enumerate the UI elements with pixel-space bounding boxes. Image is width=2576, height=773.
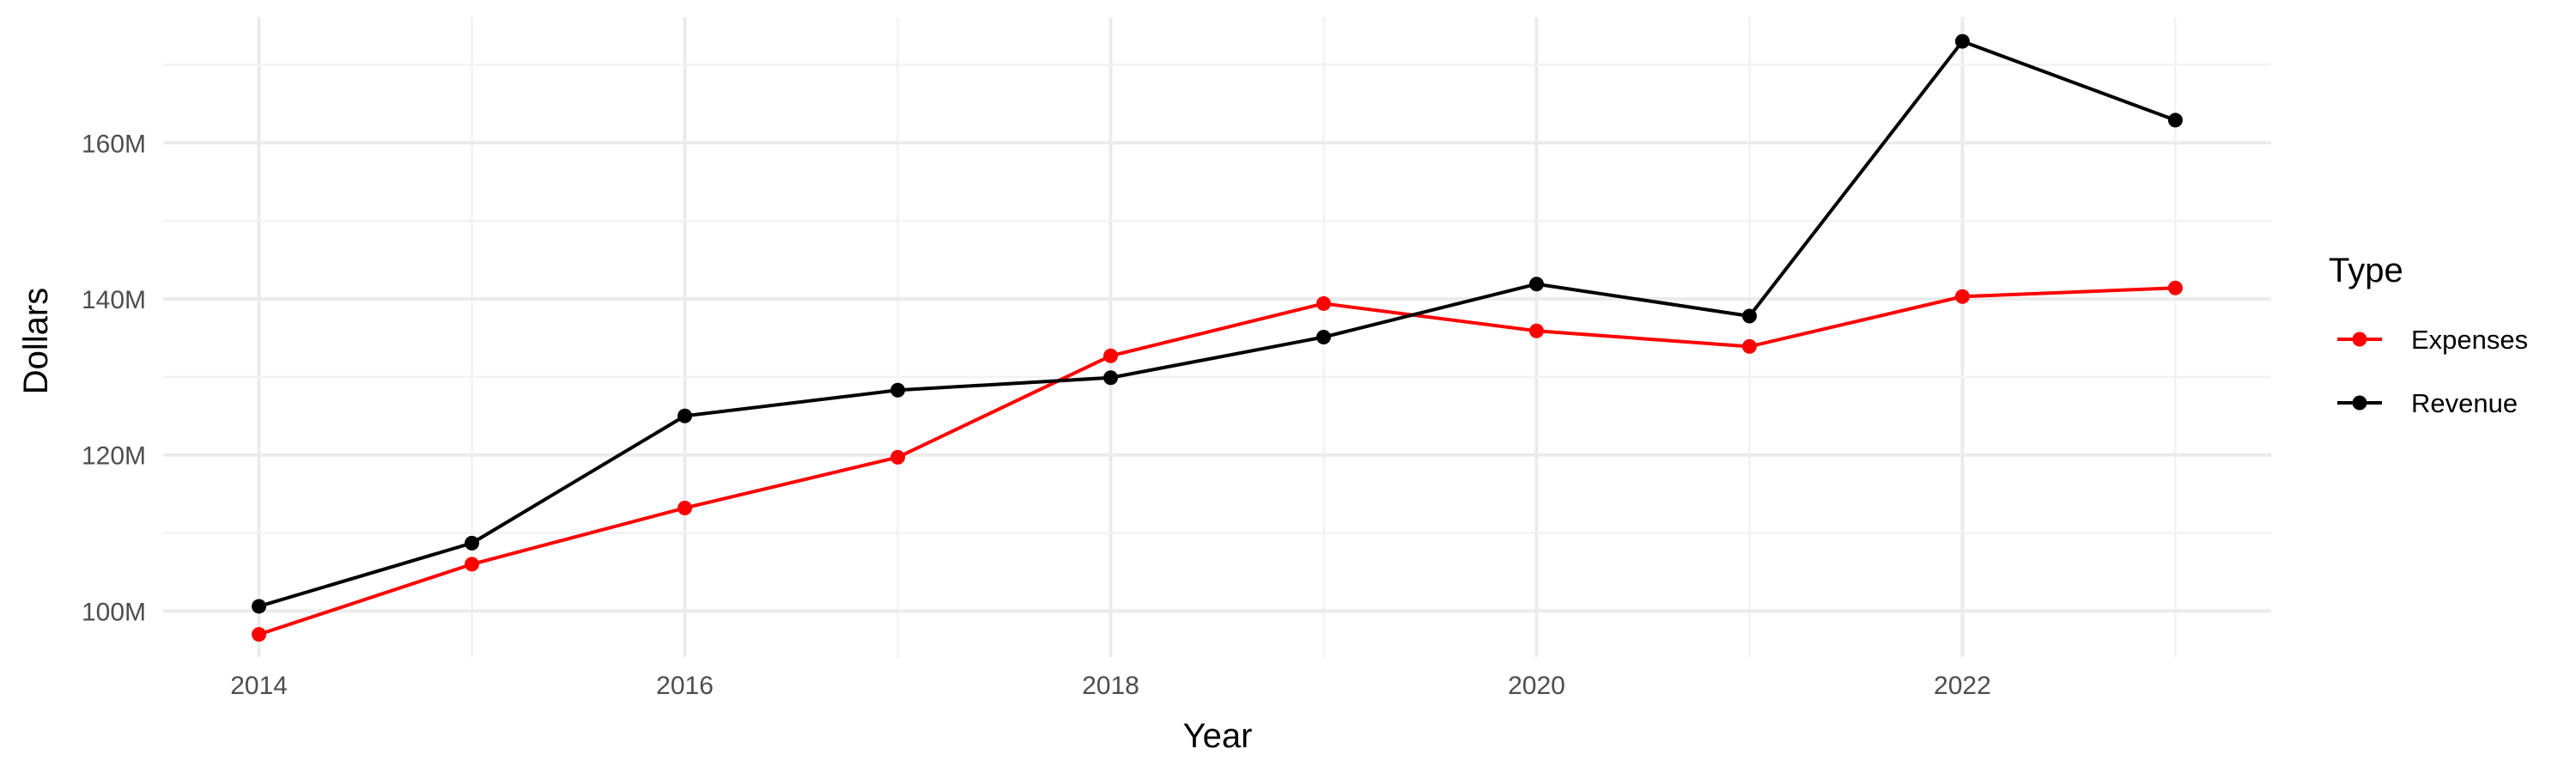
x-axis-title: Year bbox=[1183, 717, 1253, 755]
expenses-data-point bbox=[890, 449, 906, 465]
legend: Type Expenses Revenue bbox=[2329, 252, 2528, 418]
revenue-data-point bbox=[890, 382, 906, 398]
revenue-data-point bbox=[465, 535, 480, 551]
revenue-data-point bbox=[1954, 33, 1970, 49]
y-tick-label: 100M bbox=[82, 598, 146, 626]
x-tick-label: 2022 bbox=[1934, 672, 1991, 700]
grid bbox=[163, 17, 2271, 657]
expenses-data-point bbox=[465, 557, 480, 572]
expenses-data-point bbox=[1528, 323, 1544, 338]
x-tick-label: 2016 bbox=[656, 672, 714, 700]
revenue-series-line bbox=[258, 40, 2177, 608]
x-tick-label: 2014 bbox=[230, 672, 288, 700]
revenue-data-point bbox=[1315, 330, 1331, 344]
series-lines bbox=[252, 33, 2183, 642]
expenses-data-point bbox=[2167, 280, 2183, 295]
expenses-data-point bbox=[252, 627, 267, 642]
revenue-legend-marker bbox=[2352, 395, 2367, 411]
expenses-legend-marker bbox=[2352, 332, 2367, 347]
expenses-data-point bbox=[1954, 289, 1970, 304]
revenue-data-point bbox=[1103, 370, 1119, 386]
legend-items: Expenses Revenue bbox=[2337, 325, 2528, 418]
expenses-series-line bbox=[258, 286, 2176, 636]
revenue-legend-label: Revenue bbox=[2411, 388, 2518, 418]
expenses-data-point bbox=[677, 500, 693, 515]
x-tick-label: 2020 bbox=[1508, 672, 1565, 700]
revenue-data-point bbox=[1528, 277, 1544, 292]
revenue-data-point bbox=[1741, 308, 1757, 324]
axes: 2014 2016 2018 2020 2022 100M 120M 140M 160M Ye… bbox=[17, 130, 1991, 755]
y-tick-label: 140M bbox=[82, 286, 146, 314]
revenue-data-point bbox=[2167, 113, 2183, 128]
x-tick-label: 2018 bbox=[1082, 672, 1139, 700]
revenue-data-point bbox=[677, 408, 693, 423]
y-axis-title: Dollars bbox=[17, 288, 55, 394]
expenses-data-point bbox=[1741, 338, 1757, 354]
revenue-data-point bbox=[252, 599, 267, 614]
expenses-data-point bbox=[1315, 295, 1331, 311]
y-tick-label: 160M bbox=[82, 130, 146, 158]
y-tick-label: 120M bbox=[82, 442, 146, 471]
expenses-data-point bbox=[1103, 348, 1119, 363]
x-axis-ticks: 2014 2016 2018 2020 2022 bbox=[230, 672, 1991, 700]
legend-title: Type bbox=[2329, 252, 2403, 289]
y-axis-ticks: 100M 120M 140M 160M bbox=[82, 130, 146, 626]
expenses-legend-label: Expenses bbox=[2411, 325, 2528, 355]
